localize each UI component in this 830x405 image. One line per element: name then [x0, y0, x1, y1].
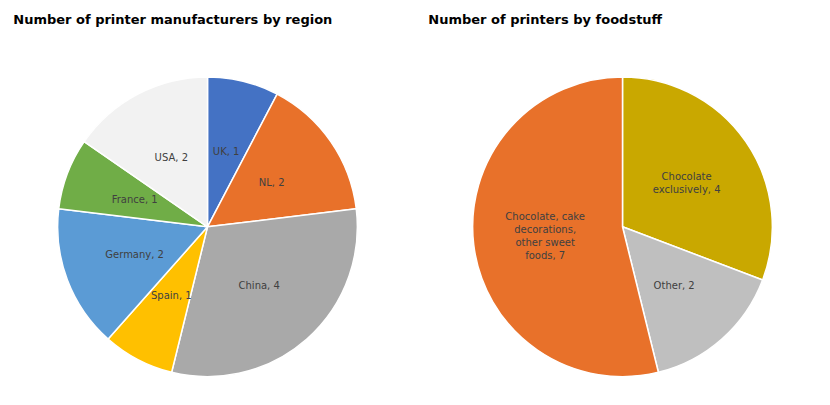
svg-text:decorations,: decorations, — [514, 224, 576, 235]
svg-text:exclusively, 4: exclusively, 4 — [653, 184, 721, 195]
svg-text:NL, 2: NL, 2 — [259, 177, 285, 188]
svg-text:USA, 2: USA, 2 — [155, 152, 188, 163]
svg-text:other sweet: other sweet — [515, 237, 575, 248]
svg-text:France, 1: France, 1 — [112, 194, 158, 205]
svg-text:China, 4: China, 4 — [239, 280, 280, 291]
svg-text:UK, 1: UK, 1 — [213, 146, 240, 157]
svg-text:Chocolate, cake: Chocolate, cake — [505, 211, 585, 222]
svg-text:Germany, 2: Germany, 2 — [105, 249, 164, 260]
svg-text:Other, 2: Other, 2 — [654, 280, 695, 291]
svg-text:Spain, 1: Spain, 1 — [151, 290, 192, 301]
svg-text:Number of printer manufacturer: Number of printer manufacturers by regio… — [13, 12, 332, 27]
svg-text:Chocolate: Chocolate — [662, 171, 712, 182]
svg-text:Number of printers by foodstuf: Number of printers by foodstuff — [428, 12, 662, 27]
svg-text:foods, 7: foods, 7 — [525, 250, 565, 261]
